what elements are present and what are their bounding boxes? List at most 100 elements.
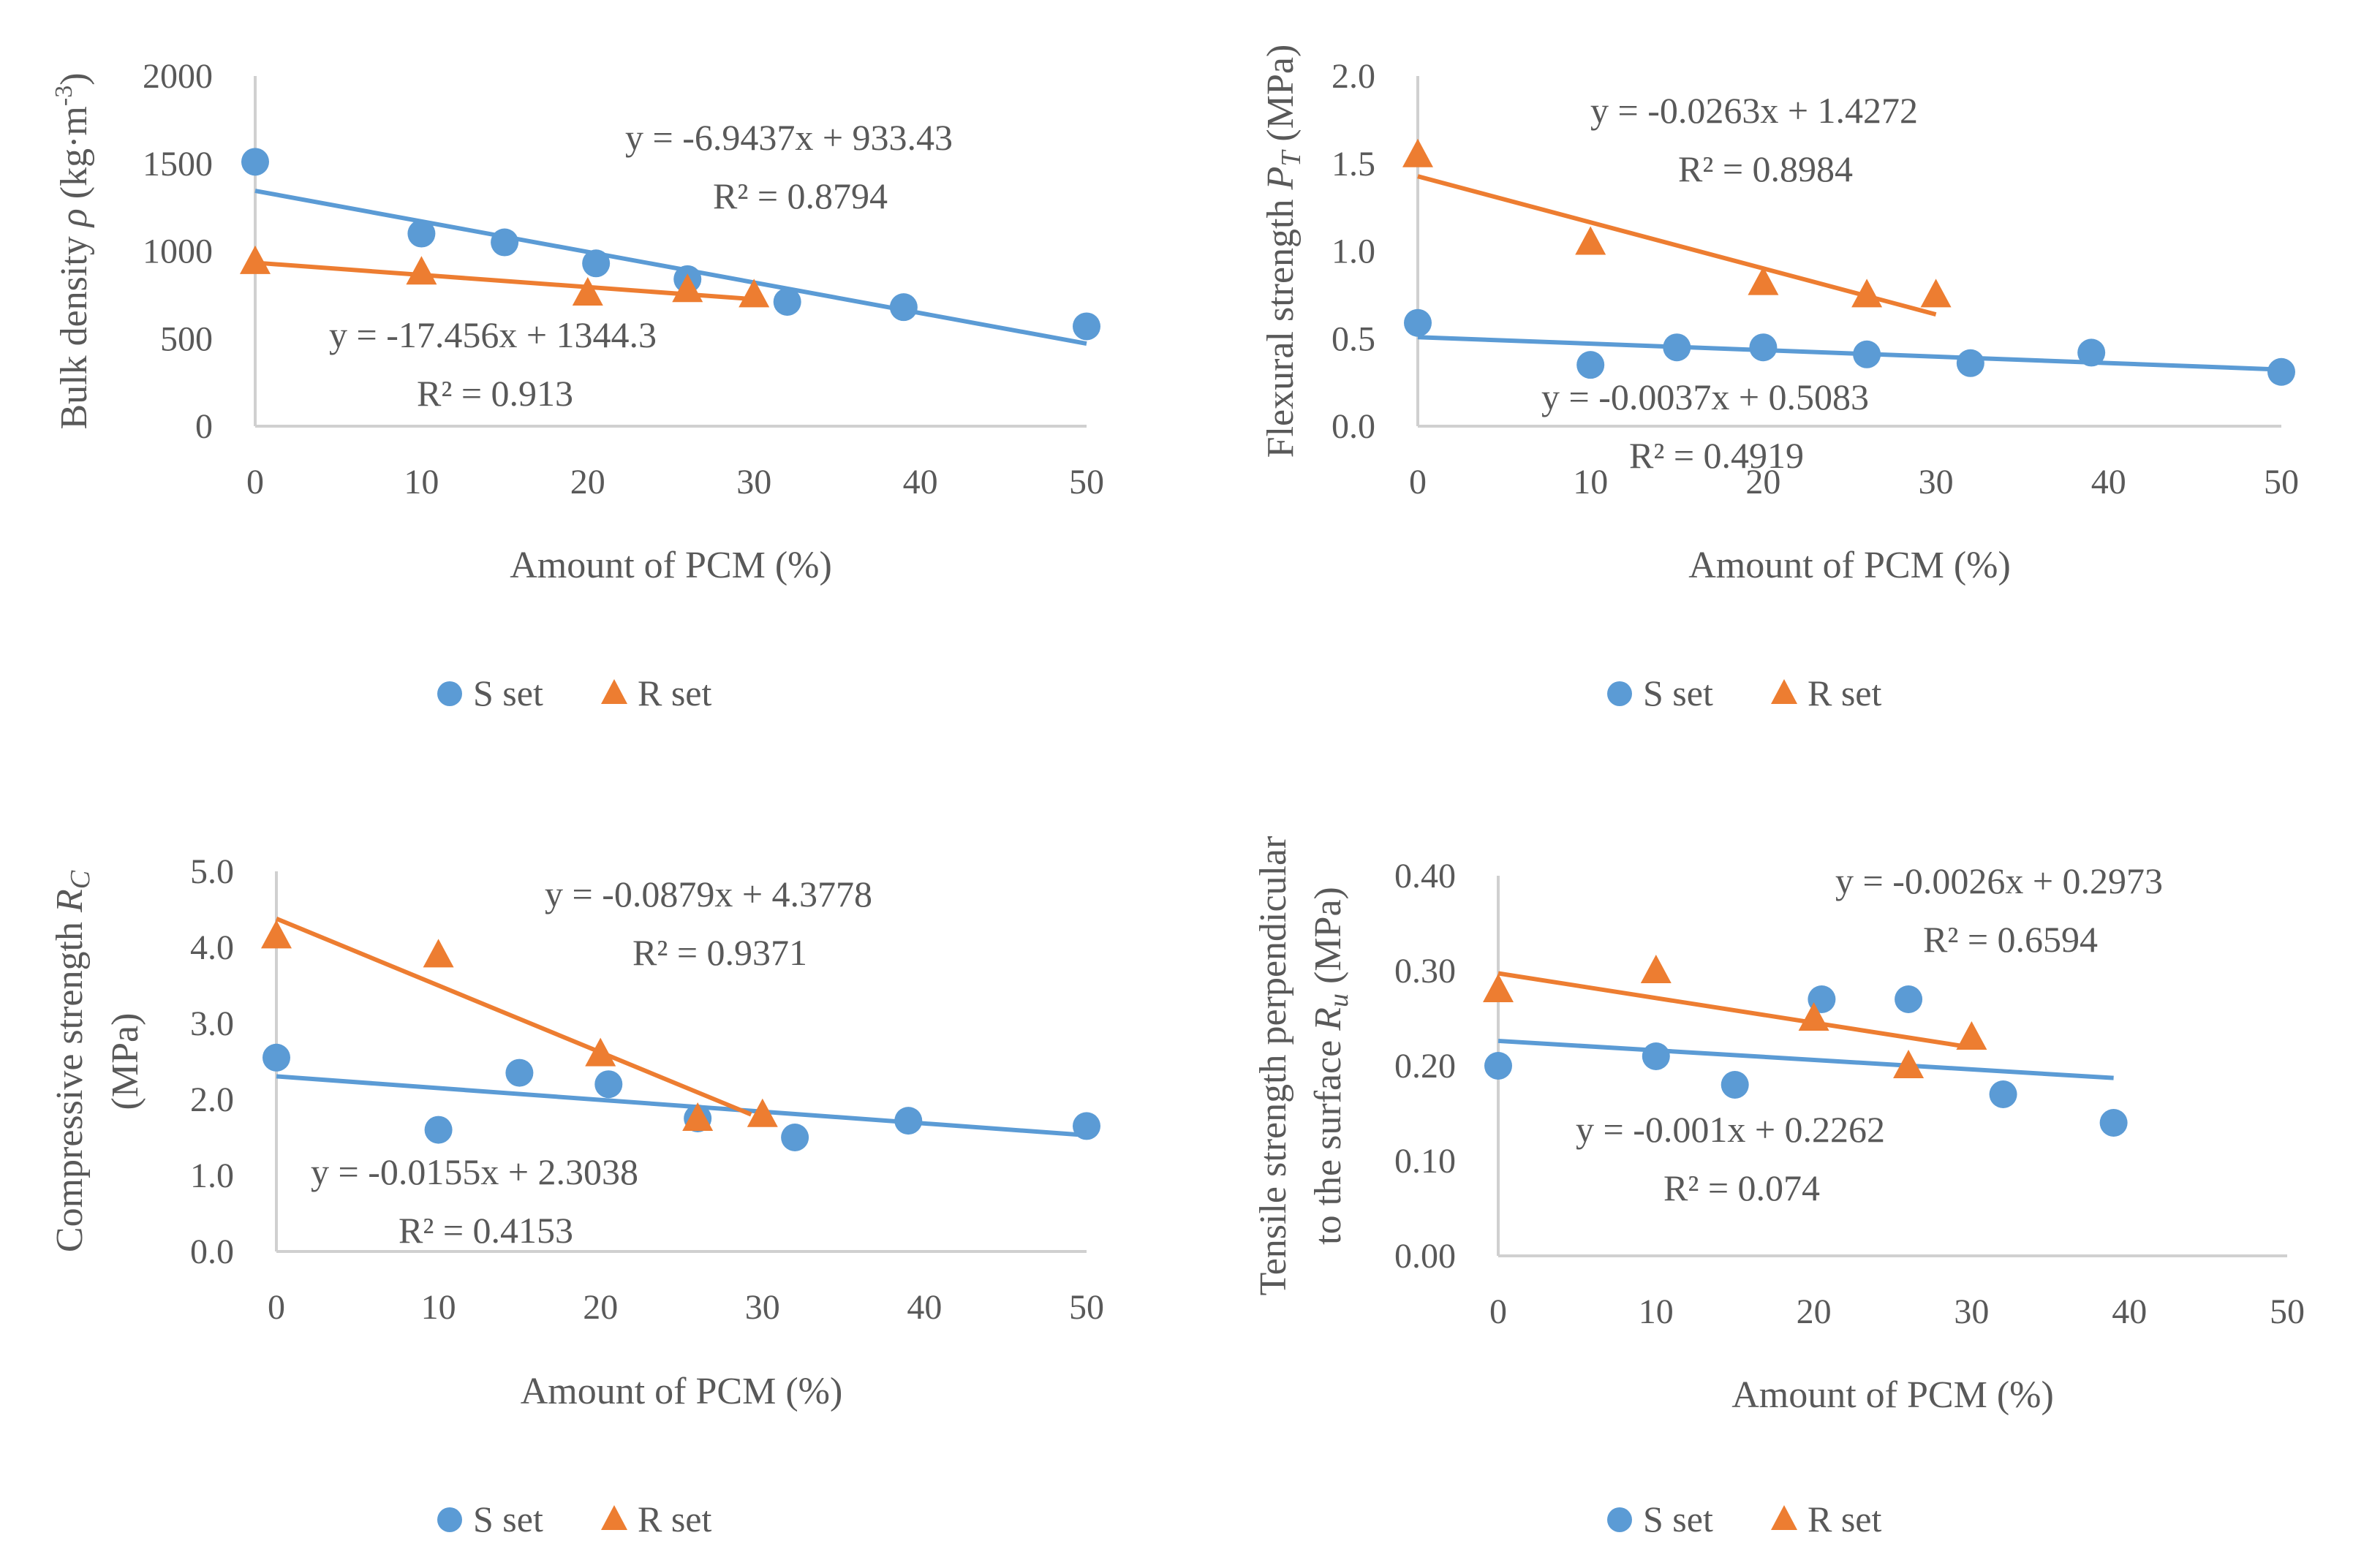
y-tick-label: 4.0 (190, 928, 234, 967)
y-tick-label: 2000 (143, 57, 213, 96)
x-tick-label: 30 (1954, 1292, 1989, 1331)
y-tick-label: 0.00 (1394, 1237, 1456, 1276)
r-set-point (747, 1098, 778, 1127)
legend: S set R set (1607, 673, 1882, 713)
s-set-point (889, 293, 918, 322)
r-set-point (1798, 1002, 1829, 1031)
s-set-point (594, 1070, 623, 1099)
r-set-r2: R² = 0.9371 (632, 932, 807, 973)
chart-compressive-strength: 0.0 1.0 2.0 3.0 4.0 5.0 0 10 20 30 40 50 Amount of P… (49, 852, 1104, 1539)
r-set-point (261, 920, 292, 949)
legend: S set R set (1607, 1499, 1882, 1539)
chart-tensile-strength: 0.00 0.10 0.20 0.30 0.40 0 10 20 30 40 50 Amount of… (1253, 836, 2305, 1539)
s-set-r2: R² = 0.913 (417, 373, 573, 414)
r-set-point (739, 279, 770, 308)
r-set-r2: R² = 0.8794 (713, 175, 888, 216)
r-set-point (240, 245, 271, 274)
legend: S set R set (437, 673, 712, 713)
y-axis-title: Compressive strength RC (49, 870, 96, 1252)
y-tick-label: 5.0 (190, 852, 234, 891)
legend-r-set-marker (1771, 679, 1797, 704)
legend-s-set-marker (437, 681, 462, 706)
legend-r-set-label: R set (1808, 673, 1882, 713)
r-set-r2: R² = 0.6594 (1923, 919, 2098, 960)
legend-s-set-label: S set (473, 1499, 543, 1539)
y-tick-label: 0.5 (1332, 319, 1375, 358)
legend-r-set-marker (601, 679, 627, 704)
x-tick-label: 40 (907, 1288, 942, 1327)
s-set-point (491, 228, 519, 257)
r-set-trendline (275, 916, 752, 1117)
r-set-equation: y = -0.0026x + 0.2973 (1835, 860, 2163, 901)
s-set-r2: R² = 0.074 (1663, 1167, 1820, 1208)
x-tick-label: 30 (1919, 463, 1954, 501)
s-set-point (2267, 357, 2295, 386)
r-set-point (672, 273, 703, 303)
x-tick-label: 50 (1069, 463, 1104, 501)
x-tick-label: 0 (268, 1288, 285, 1327)
legend-s-set-marker (437, 1507, 462, 1532)
r-set-point (423, 939, 454, 968)
s-set-point (1576, 351, 1605, 379)
y-axis-title-line2: to the surface Ru (MPa) (1307, 887, 1354, 1245)
s-set-point (582, 249, 611, 278)
s-set-point (1895, 985, 1923, 1013)
x-tick-label: 30 (745, 1288, 780, 1327)
x-tick-label: 0 (1489, 1292, 1507, 1331)
r-set-trendline (254, 260, 755, 302)
x-tick-label: 40 (2112, 1292, 2147, 1331)
x-axis-title: Amount of PCM (%) (1688, 545, 2011, 586)
r-set-point (585, 1037, 616, 1067)
y-tick-label: 0.40 (1394, 857, 1456, 895)
chart-flexural-strength: 0.0 0.5 1.0 1.5 2.0 0 10 20 30 40 50 Amount of PCM … (1260, 45, 2299, 713)
x-tick-label: 50 (1069, 1288, 1104, 1327)
r-set-r2: R² = 0.8984 (1678, 148, 1853, 189)
s-set-point (1073, 312, 1100, 341)
s-set-point (894, 1107, 923, 1135)
r-set-equation: y = -0.0263x + 1.4272 (1590, 90, 1918, 131)
x-tick-label: 10 (404, 463, 439, 501)
y-tick-label: 0 (195, 407, 213, 446)
s-set-point (1749, 333, 1778, 362)
chart-bulk-density: 0 500 1000 1500 2000 0 10 20 30 40 50 Amount of PCM… (50, 57, 1104, 713)
s-set-point (2077, 338, 2106, 367)
y-tick-label: 1500 (143, 145, 213, 183)
x-tick-label: 10 (1573, 463, 1608, 501)
s-set-point (505, 1058, 534, 1087)
s-set-point (1642, 1042, 1670, 1070)
y-tick-label: 0.0 (190, 1232, 234, 1271)
s-set-point (407, 219, 436, 248)
s-set-point (263, 1043, 290, 1072)
r-set-equation: y = -6.9437x + 933.43 (625, 117, 953, 158)
x-axis-title: Amount of PCM (%) (510, 545, 832, 586)
s-set-trendline (254, 189, 1087, 346)
y-tick-label: 1.5 (1332, 145, 1375, 183)
x-tick-label: 10 (1639, 1292, 1674, 1331)
legend-r-set-label: R set (1808, 1499, 1882, 1539)
x-tick-label: 20 (1797, 1292, 1832, 1331)
r-set-point (1483, 974, 1514, 1002)
r-set-point (572, 276, 603, 306)
legend-r-set-label: R set (638, 673, 712, 713)
y-tick-label: 500 (160, 319, 213, 358)
legend-r-set-marker (601, 1505, 627, 1530)
r-set-equation: y = -0.0879x + 4.3778 (545, 874, 872, 914)
y-tick-label: 1000 (143, 232, 213, 271)
x-axis-title: Amount of PCM (%) (521, 1371, 843, 1412)
s-set-equation: y = -0.0037x + 0.5083 (1541, 376, 1869, 417)
s-set-equation: y = -0.001x + 0.2262 (1576, 1109, 1885, 1150)
s-set-point (241, 148, 269, 176)
legend-r-set-marker (1771, 1505, 1797, 1530)
r-set-point (1956, 1021, 1987, 1050)
s-set-trendline (1497, 1038, 2114, 1080)
x-tick-label: 30 (736, 463, 771, 501)
s-set-r2: R² = 0.4919 (1629, 435, 1804, 476)
legend-s-set-label: S set (473, 673, 543, 713)
r-set-trendline (1497, 971, 1972, 1050)
x-tick-label: 50 (2264, 463, 2299, 501)
x-tick-label: 40 (2091, 463, 2126, 501)
x-tick-label: 20 (583, 1288, 618, 1327)
x-axis-title: Amount of PCM (%) (1731, 1374, 2054, 1416)
s-set-r2: R² = 0.4153 (399, 1210, 573, 1251)
